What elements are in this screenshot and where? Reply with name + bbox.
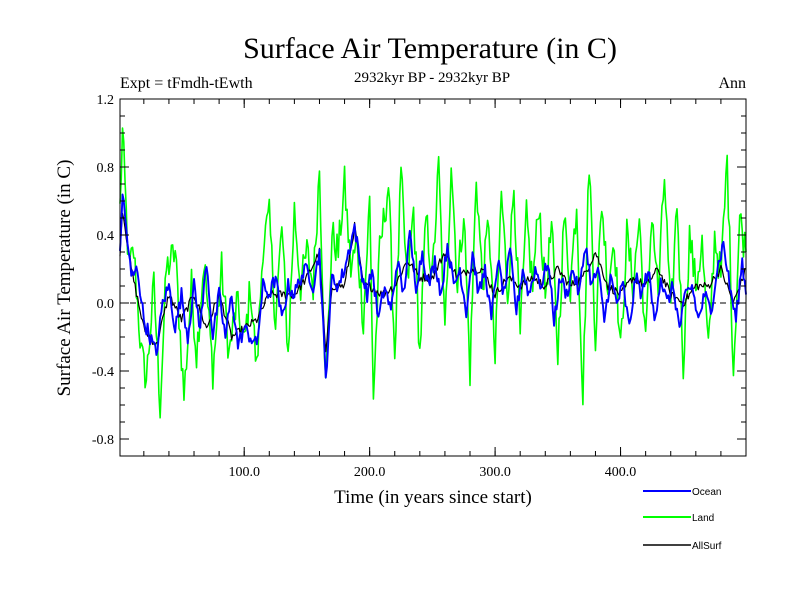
series-ocean-line xyxy=(119,193,747,379)
y-axis-label: Surface Air Temperature (in C) xyxy=(54,160,75,397)
y-tick-label: 0.8 xyxy=(97,161,115,176)
legend-land-label: Land xyxy=(692,513,714,524)
legend-ocean-label: Ocean xyxy=(692,487,721,498)
legend-allsurf-label: AllSurf xyxy=(692,541,722,552)
y-tick-label: 1.2 xyxy=(97,93,115,108)
plot-area xyxy=(119,127,747,419)
axis-ticks: 1.2 0.8 0.4 0.0 -0.4 -0.8 100.0 200.0 300.0 400.0 xyxy=(92,93,746,480)
series-allsurf-line xyxy=(119,212,747,353)
x-axis-label: Time (in years since start) xyxy=(334,487,532,508)
y-tick-label: -0.4 xyxy=(92,365,114,380)
x-tick-label: 200.0 xyxy=(354,465,386,480)
chart-title: Surface Air Temperature (in C) xyxy=(243,32,617,65)
y-tick-label: 0.4 xyxy=(97,229,115,244)
series-land-line xyxy=(119,127,747,419)
y-tick-label: -0.8 xyxy=(92,433,114,448)
plot-frame xyxy=(119,98,747,457)
x-tick-label: 400.0 xyxy=(605,465,637,480)
legend: Ocean Land AllSurf xyxy=(643,487,722,552)
chart-subtitle: 2932kyr BP - 2932kyr BP xyxy=(354,70,510,86)
x-tick-label: 100.0 xyxy=(228,465,260,480)
right-label: Ann xyxy=(718,75,746,92)
x-tick-label: 300.0 xyxy=(479,465,511,480)
y-tick-label: 0.0 xyxy=(97,297,115,312)
left-label: Expt = tFmdh-tEwth xyxy=(120,75,253,92)
